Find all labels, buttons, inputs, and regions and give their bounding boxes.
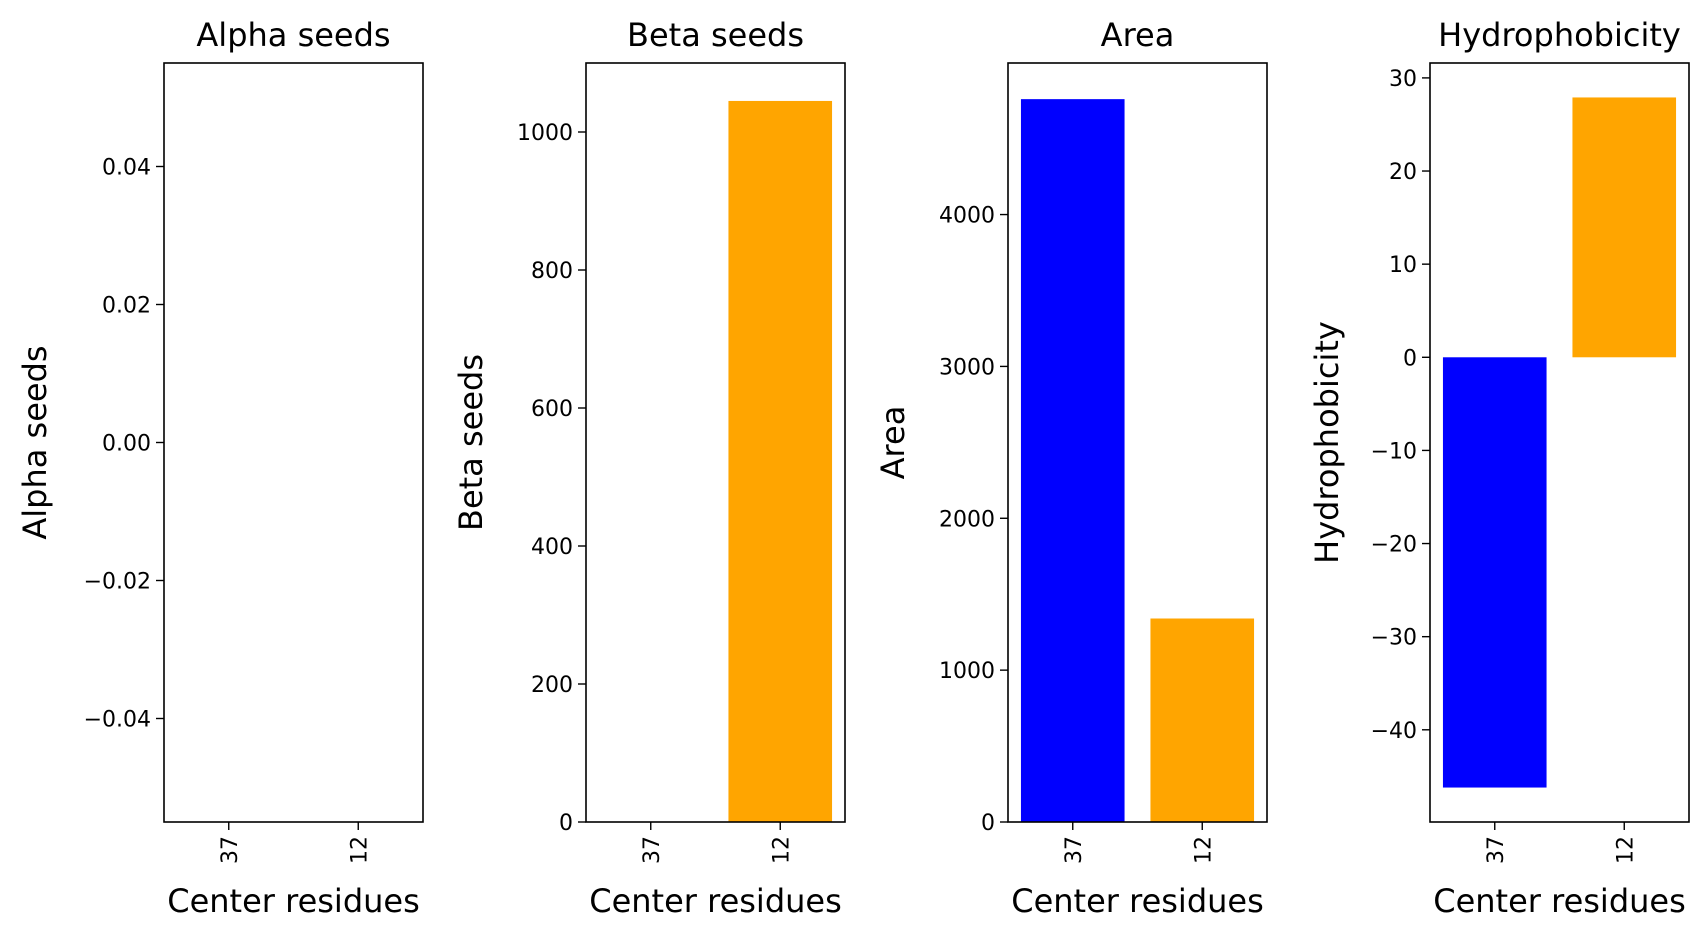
bar-37 (1020, 99, 1125, 822)
y-tick-label: 0.02 (102, 294, 151, 319)
y-tick-label: 0 (981, 811, 995, 836)
x-tick-label: 37 (1484, 836, 1509, 864)
y-tick-label: −0.04 (84, 708, 151, 733)
axes-frame (585, 62, 846, 823)
chart-title: Beta seeds (627, 16, 804, 54)
x-tick-label: 12 (347, 836, 372, 864)
y-tick-label: 4000 (939, 204, 995, 229)
axes-frame (1429, 62, 1690, 823)
y-tick-label: 30 (1389, 67, 1417, 92)
y-tick-label: 0.04 (102, 156, 151, 181)
y-tick-label: 20 (1389, 160, 1417, 185)
y-tick-label: 3000 (939, 355, 995, 380)
x-tick-label: 37 (640, 836, 665, 864)
x-axis-label: Center residues (167, 882, 420, 920)
panel-3: 0 1000 2000 3000 4000 37 12 Area Center residues… (874, 16, 1268, 920)
chart-title: Alpha seeds (196, 16, 390, 54)
y-axis-label: Beta seeds (452, 354, 490, 531)
x-axis-label: Center residues (589, 882, 842, 920)
x-tick-label: 12 (769, 836, 794, 864)
y-tick-label: 200 (531, 673, 573, 698)
y-tick-label: 1000 (517, 121, 573, 146)
y-tick-label: 0 (1403, 346, 1417, 371)
y-axis-label: Alpha seeds (16, 345, 54, 539)
y-tick-label: 0 (559, 811, 573, 836)
bar-12 (1572, 97, 1677, 358)
x-axis-label: Center residues (1011, 882, 1264, 920)
bar-37 (1442, 357, 1547, 788)
y-tick-label: 0.00 (102, 432, 151, 457)
y-tick-label: 600 (531, 397, 573, 422)
y-axis-label: Hydrophobicity (1308, 321, 1346, 564)
x-tick-label: 37 (1062, 836, 1087, 864)
panel-1: −0.04 −0.02 0.00 0.02 0.04 37 12 Alpha seeds Cen… (16, 16, 424, 920)
bar-12 (1150, 618, 1255, 822)
chart-title: Area (1101, 16, 1175, 54)
bar-12 (728, 100, 833, 822)
y-tick-label: −40 (1371, 719, 1417, 744)
axes-frame (1007, 62, 1268, 823)
y-tick-label: 400 (531, 535, 573, 560)
y-tick-label: 10 (1389, 253, 1417, 278)
axes-frame (163, 62, 424, 823)
y-tick-label: −20 (1371, 533, 1417, 558)
chart-title: Hydrophobicity (1438, 16, 1681, 54)
panel-2: 0 200 400 600 800 1000 37 12 Beta seeds Center re… (452, 16, 846, 920)
y-tick-label: 1000 (939, 659, 995, 684)
y-tick-label: −30 (1371, 626, 1417, 651)
y-tick-label: −0.02 (84, 570, 151, 595)
y-tick-label: 2000 (939, 507, 995, 532)
x-tick-label: 37 (218, 836, 243, 864)
x-tick-label: 12 (1613, 836, 1638, 864)
y-tick-label: −10 (1371, 439, 1417, 464)
x-axis-label: Center residues (1433, 882, 1686, 920)
y-tick-label: 800 (531, 259, 573, 284)
y-axis-label: Area (874, 406, 912, 480)
x-tick-label: 12 (1191, 836, 1216, 864)
panel-4: −40 −30 −20 −10 0 10 20 30 37 12 Hydrophobicity Cen… (1308, 16, 1690, 920)
